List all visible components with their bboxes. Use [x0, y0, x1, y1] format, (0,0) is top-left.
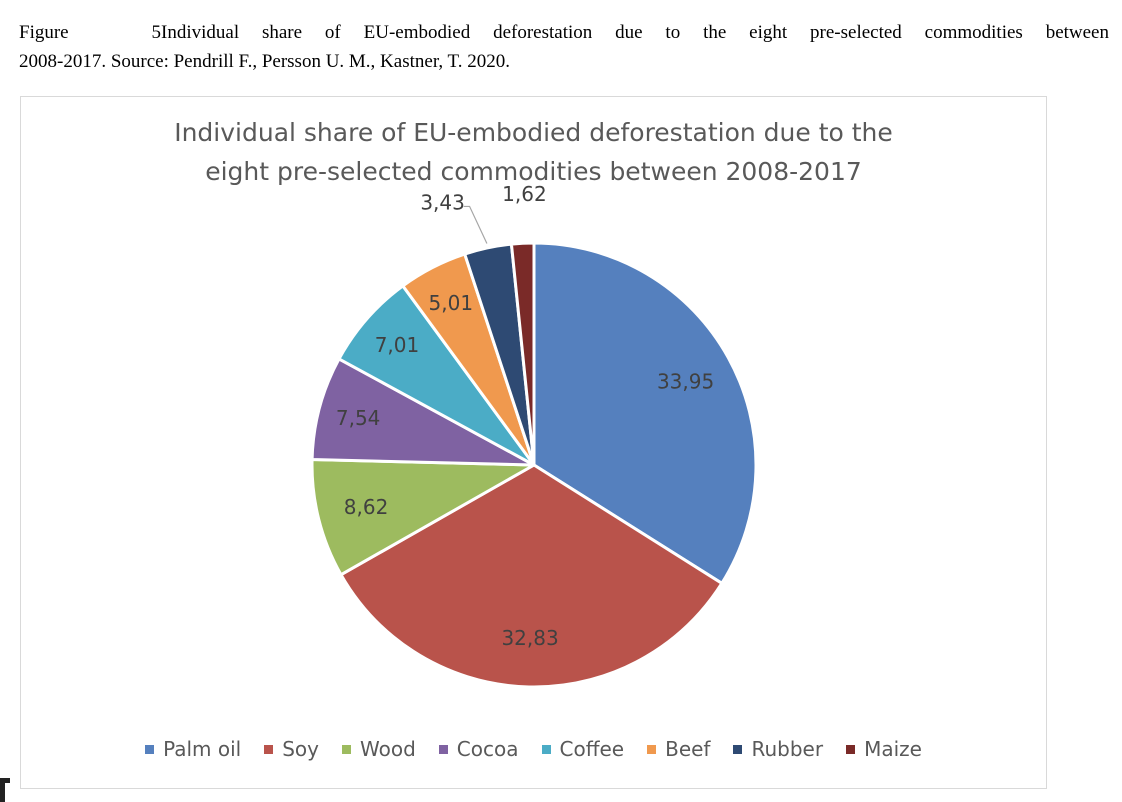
caption-line-1: Figure 5Individual share of EU-embodied …: [19, 18, 1109, 47]
figure-caption: Figure 5Individual share of EU-embodied …: [19, 18, 1109, 76]
pie-slice-wood: [310, 458, 536, 577]
legend-item-palm-oil: Palm oil: [145, 737, 241, 761]
legend-item-rubber: Rubber: [733, 737, 823, 761]
data-label-wood: 8,62: [344, 495, 389, 519]
legend-swatch-coffee: [541, 744, 551, 754]
legend-swatch-beef: [647, 744, 657, 754]
legend-label-cocoa: Cocoa: [456, 737, 519, 761]
legend-label-soy: Soy: [282, 737, 320, 761]
pie-slice-maize: [509, 241, 536, 467]
legend-label-beef: Beef: [665, 737, 711, 761]
data-label-coffee: 7,01: [375, 333, 420, 357]
legend-swatch-wood: [342, 744, 352, 754]
legend-item-wood: Wood: [342, 737, 416, 761]
legend-item-soy: Soy: [264, 737, 319, 761]
legend-item-cocoa: Cocoa: [438, 737, 519, 761]
data-label-soy: 32,83: [501, 626, 558, 650]
legend-swatch-rubber: [733, 744, 743, 754]
chart-legend: Palm oil Soy Wood Cocoa Coffee Beef Rubber Maiz…: [21, 737, 1046, 761]
legend-swatch-cocoa: [438, 744, 448, 754]
legend-swatch-palm-oil: [145, 744, 155, 754]
legend-label-maize: Maize: [864, 737, 922, 761]
data-label-beef: 5,01: [429, 291, 474, 315]
legend-label-palm-oil: Palm oil: [163, 737, 242, 761]
legend-item-coffee: Coffee: [541, 737, 625, 761]
legend-swatch-soy: [264, 744, 274, 754]
legend-item-maize: Maize: [846, 737, 922, 761]
legend-swatch-maize: [846, 744, 856, 754]
chart-title: Individual share of EU-embodied deforest…: [21, 113, 1046, 191]
chart-frame: Individual share of EU-embodied deforest…: [20, 96, 1047, 789]
leader-line-rubber: [463, 205, 488, 244]
legend-item-beef: Beef: [647, 737, 710, 761]
data-label-cocoa: 7,54: [336, 406, 381, 430]
legend-label-coffee: Coffee: [559, 737, 625, 761]
pie-chart: 33,95 32,83 8,62 7,54 7,01 5,01 3,43 1,62: [310, 182, 758, 689]
chart-title-line-2: eight pre-selected commodities between 2…: [205, 157, 862, 186]
chart-title-line-1: Individual share of EU-embodied deforest…: [174, 118, 893, 147]
pie-slice-soy: [339, 463, 724, 689]
pie-slice-cocoa: [310, 357, 536, 467]
data-label-maize: 1,62: [502, 182, 547, 206]
caption-text-line-1: Individual share of EU-embodied deforest…: [161, 22, 1109, 43]
legend-label-wood: Wood: [360, 737, 416, 761]
figure-label: Figure 5: [19, 22, 161, 43]
corner-mark: [0, 778, 10, 802]
data-label-palm-oil: 33,95: [657, 369, 714, 393]
legend-label-rubber: Rubber: [751, 737, 824, 761]
data-label-rubber: 3,43: [420, 190, 465, 214]
caption-text-line-2: 2008-2017. Source: Pendrill F., Persson …: [19, 51, 510, 72]
